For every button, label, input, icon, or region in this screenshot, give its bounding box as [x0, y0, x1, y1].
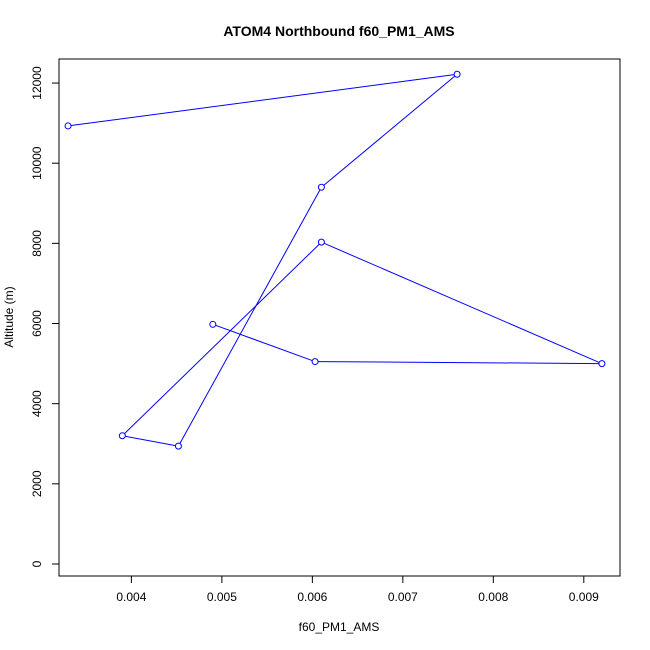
y-tick-label: 2000	[30, 470, 44, 497]
x-tick-label: 0.004	[116, 590, 146, 604]
y-tick-label: 0	[30, 560, 44, 567]
data-point	[209, 320, 217, 328]
y-tick-label: 12000	[30, 66, 44, 100]
x-tick-label: 0.009	[569, 590, 599, 604]
series-line-segment	[124, 243, 320, 434]
data-point	[64, 122, 72, 130]
y-tick-label: 6000	[30, 310, 44, 337]
x-axis-label: f60_PM1_AMS	[299, 620, 380, 634]
data-point	[311, 358, 319, 366]
x-tick-label: 0.005	[207, 590, 237, 604]
series-line-segment	[70, 74, 455, 127]
data-point	[317, 238, 325, 246]
plot-frame	[58, 58, 621, 577]
y-tick-label: 10000	[30, 146, 44, 180]
y-tick-label: 4000	[30, 390, 44, 417]
data-point	[453, 70, 461, 78]
plot-layer: 0.004 0.005 0.006 0.007 0.008 0.009 0 2000 4000 6…	[30, 58, 621, 604]
data-point	[174, 442, 182, 450]
series-line-segment	[323, 242, 600, 363]
series-line-segment	[318, 361, 599, 365]
x-tick-label: 0.007	[388, 590, 418, 604]
x-tick-label: 0.008	[478, 590, 508, 604]
series-line-segment	[323, 75, 456, 186]
chart-title: ATOM4 Northbound f60_PM1_AMS	[223, 23, 454, 39]
y-tick-label: 8000	[30, 230, 44, 257]
series-line-segment	[179, 189, 321, 444]
y-axis-label: Altitude (m)	[2, 286, 16, 347]
data-point	[598, 360, 606, 368]
data-point	[118, 432, 126, 440]
series-line-segment	[215, 324, 313, 362]
data-point	[317, 183, 325, 191]
x-tick-label: 0.006	[297, 590, 327, 604]
series-line-segment	[125, 435, 176, 447]
